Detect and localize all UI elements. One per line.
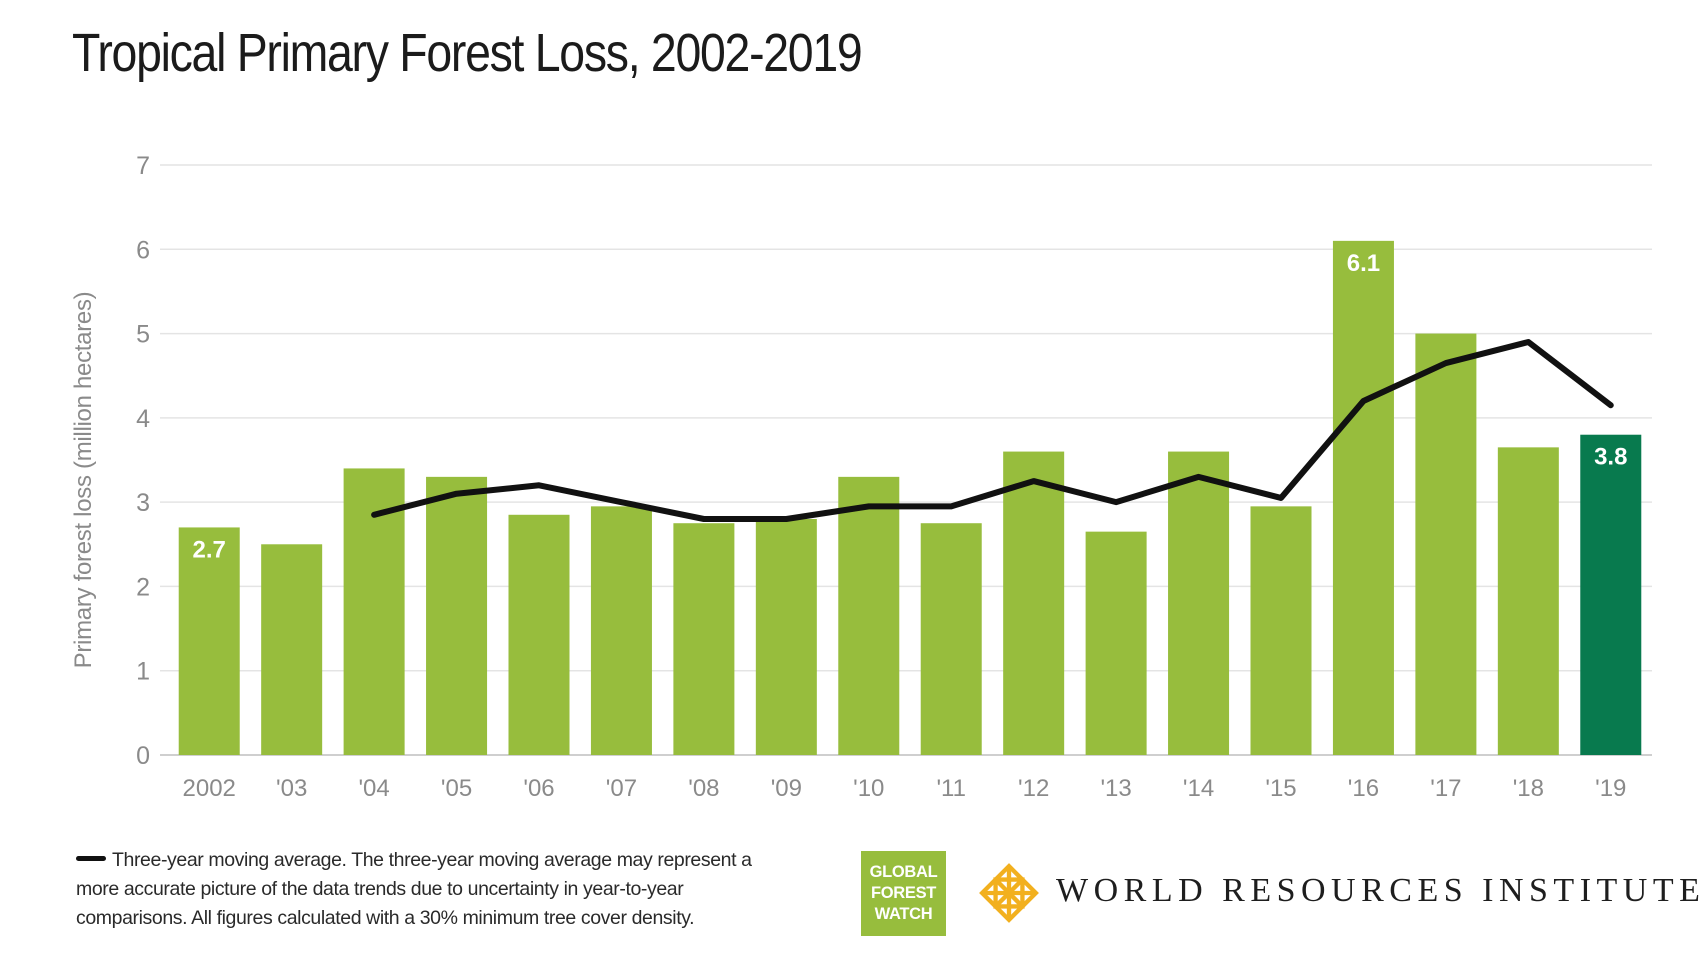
x-tick-label: '17 [1430, 775, 1461, 802]
moving-average-line [371, 339, 1614, 522]
bar [1168, 451, 1230, 755]
x-tick-label: '03 [276, 775, 307, 802]
bar [590, 506, 652, 755]
bar [838, 476, 900, 755]
world-resources-institute-logo-text: WORLD RESOURCES INSTITUTE [1056, 872, 1704, 909]
gfw-logo-line: GLOBAL [869, 863, 938, 881]
x-tick-label: '05 [441, 775, 472, 802]
x-tick-label: '10 [853, 775, 884, 802]
data-labels: 2.7 6.1 3.8 [193, 250, 1628, 564]
bar [1332, 240, 1394, 755]
bar [178, 527, 240, 755]
data-label: 6.1 [1347, 250, 1380, 277]
gridlines [160, 164, 1652, 756]
legend: Three-year moving average. The three-yea… [76, 846, 756, 933]
bar [1003, 451, 1065, 755]
bar [920, 523, 982, 755]
chart-title: Tropical Primary Forest Loss, 2002-2019 [72, 23, 863, 83]
y-tick-label: 6 [136, 236, 150, 264]
global-forest-watch-logo: GLOBAL FOREST WATCH [861, 851, 946, 936]
x-tick-label: '06 [523, 775, 554, 802]
x-tick-label: '09 [771, 775, 802, 802]
x-tick-label: '07 [606, 775, 637, 802]
bar [1085, 531, 1147, 755]
y-tick-label: 2 [136, 573, 150, 601]
y-tick-label: 5 [136, 321, 150, 349]
x-tick-label: '16 [1348, 775, 1379, 802]
y-tick-label: 7 [136, 152, 150, 180]
y-tick-label: 0 [136, 742, 150, 770]
x-tick-label: 2002 [183, 775, 236, 802]
wri-logo-icon [979, 863, 1039, 923]
gfw-logo-line: FOREST [870, 884, 937, 902]
bar [1580, 434, 1642, 755]
y-tick-label: 3 [136, 489, 150, 517]
y-tick-labels: 0 1 2 3 4 5 6 7 [136, 152, 150, 770]
x-tick-labels: 2002 '03 '04 '05 '06 '07 '08 '09 '10 '11 '12 '13 '14… [183, 775, 1627, 802]
bar [755, 519, 817, 755]
x-tick-label: '14 [1183, 775, 1214, 802]
legend-line-swatch [76, 856, 106, 862]
x-tick-label: '04 [358, 775, 389, 802]
bar [261, 544, 323, 755]
moving-average-series-line [371, 339, 1614, 522]
x-tick-label: '19 [1595, 775, 1626, 802]
y-tick-label: 1 [136, 658, 150, 686]
x-tick-label: '18 [1513, 775, 1544, 802]
bar [1497, 447, 1559, 755]
bar [508, 514, 570, 755]
bars [178, 240, 1642, 755]
data-label: 3.8 [1594, 444, 1627, 471]
bar [1250, 506, 1312, 755]
legend-text: Three-year moving average. The three-yea… [76, 849, 752, 929]
bar [1415, 333, 1477, 755]
gfw-logo-line: WATCH [874, 905, 933, 923]
y-tick-label: 4 [136, 405, 150, 433]
x-tick-label: '15 [1265, 775, 1296, 802]
data-label: 2.7 [193, 536, 226, 563]
bar [673, 523, 735, 755]
x-tick-label: '12 [1018, 775, 1049, 802]
x-tick-label: '13 [1100, 775, 1131, 802]
bar [426, 476, 488, 755]
x-tick-label: '08 [688, 775, 719, 802]
x-tick-label: '11 [936, 775, 966, 802]
